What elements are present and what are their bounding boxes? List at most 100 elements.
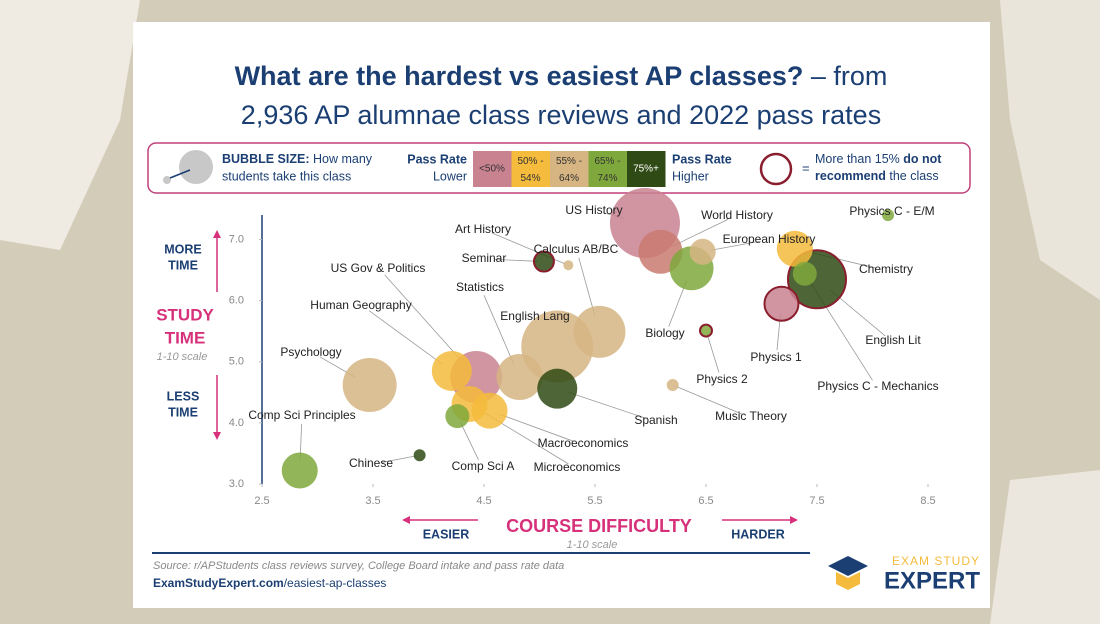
y-label: STUDY [156, 305, 214, 324]
bubble-label: Physics C - Mechanics [817, 379, 938, 393]
bubble [882, 209, 895, 222]
bubble [563, 260, 574, 271]
legend-size-line1: BUBBLE SIZE: How many [222, 152, 373, 166]
bubble-label: Chemistry [859, 262, 913, 276]
leader-line [499, 413, 574, 442]
legend-flag-circle [759, 152, 793, 186]
x-tick-label: 8.5 [920, 495, 935, 507]
logo-cap [828, 556, 868, 576]
x-tick-label: 7.5 [809, 495, 824, 507]
legend-equals: = [802, 160, 810, 175]
legend-pass-rate: Pass Rate [407, 152, 467, 166]
paper-scrap [1000, 0, 1100, 300]
legend-bin [588, 151, 627, 187]
legend-flag-text: More than 15% [815, 152, 900, 166]
legend-bin [627, 151, 666, 187]
bubble-label: Spanish [634, 413, 677, 427]
legend-size-small [163, 176, 171, 184]
title-bold: What are the hardest vs easiest AP class… [235, 61, 804, 91]
bubble [573, 305, 626, 358]
legend-flag-line1: More than 15% do not [815, 152, 942, 166]
y-time: TIME [168, 258, 198, 272]
bubble-label: Biology [645, 326, 684, 340]
bubble [689, 238, 716, 265]
logo-top: EXAM STUDY [892, 554, 980, 568]
legend-bin-label: 75%+ [633, 164, 659, 175]
y-scale: 1-10 scale [157, 351, 208, 363]
legend-lower: Lower [433, 169, 467, 183]
legend-bin-label: <50% [479, 164, 505, 175]
source: Source: r/APStudents class reviews surve… [153, 560, 564, 572]
legend-size-title: BUBBLE SIZE: [222, 152, 310, 166]
bubble-label: Statistics [456, 280, 504, 294]
bubble-label: US Gov & Politics [331, 261, 426, 275]
legend-bin [473, 151, 512, 187]
legend-size-text-2: students take this class [222, 169, 351, 183]
bubble [537, 368, 578, 409]
leader-line [384, 274, 467, 366]
y-tick-label: 6.0 [229, 295, 244, 307]
x-harder: HARDER [731, 527, 784, 541]
bubble [763, 285, 800, 322]
y-tick-label: 4.0 [229, 417, 244, 429]
plot: 2.5 3.5 4.5 5.5 6.5 7.5 8.5 3.0 4.0 5.0 6.0 7.0 Phys… [229, 188, 939, 507]
bubble-label: US History [565, 203, 622, 217]
leader-line [672, 219, 729, 247]
arrowhead [213, 432, 221, 440]
bubble-label: Psychology [280, 345, 341, 359]
arrowhead [213, 230, 221, 238]
y-less: LESS [167, 389, 200, 403]
bubble [342, 358, 397, 412]
bubble-label: Comp Sci A [452, 459, 515, 473]
logo-cap-base [836, 572, 860, 590]
leader-line [675, 385, 742, 415]
legend-bins: <50% 50% -54% 55% -64% 65% -74% 75%+ [473, 151, 666, 187]
bubble [792, 261, 817, 286]
arrowhead [402, 516, 410, 524]
x-tick-label: 4.5 [476, 495, 491, 507]
bubble [413, 449, 426, 462]
legend-box [147, 142, 971, 194]
bubble-label: Calculus AB/BC [534, 242, 619, 256]
bubble [431, 350, 472, 391]
logo-bottom: EXPERT [884, 567, 980, 594]
link: ExamStudyExpert.com/easiest-ap-classes [153, 576, 386, 590]
paper-scrap [990, 470, 1100, 624]
x-label: COURSE DIFFICULTY [506, 516, 692, 536]
bubble-label: Music Theory [715, 409, 787, 423]
legend-size-text: How many [313, 152, 373, 166]
bubble-label: Art History [455, 222, 511, 236]
leader-line [493, 258, 538, 262]
bubble-label: Physics 1 [750, 350, 802, 364]
bubble-label: Human Geography [310, 298, 411, 312]
legend-flag-line2: recommend the class [815, 169, 939, 183]
title: What are the hardest vs easiest AP class… [235, 61, 888, 91]
legend-pass-rate: Pass Rate [672, 152, 732, 166]
paper-scrap [0, 0, 140, 250]
legend-arrow [169, 169, 191, 179]
legend-bin [550, 151, 589, 187]
bubble-label: Microeconomics [534, 460, 621, 474]
legend-flag-bold: do not [903, 152, 942, 166]
title-rest: – from [811, 61, 888, 91]
x-easier: EASIER [423, 527, 470, 541]
leader-line [380, 455, 417, 463]
leader-line [368, 310, 443, 365]
legend-higher: Higher [672, 169, 709, 183]
legend-bin-label: 65% -74% [594, 156, 620, 184]
y-time: TIME [168, 405, 198, 419]
bubble [532, 250, 555, 273]
bubble [699, 323, 713, 338]
bubble-label: World History [701, 208, 773, 222]
bubble-label: European History [723, 232, 816, 246]
bubble [776, 230, 813, 267]
bubble [445, 404, 470, 429]
bubble-label: Comp Sci Principles [248, 408, 355, 422]
leader-line [568, 392, 647, 419]
bubble [281, 452, 318, 489]
legend-flag-text: the class [889, 169, 938, 183]
leader-line [710, 241, 760, 251]
bubble-label: English Lit [865, 333, 921, 347]
